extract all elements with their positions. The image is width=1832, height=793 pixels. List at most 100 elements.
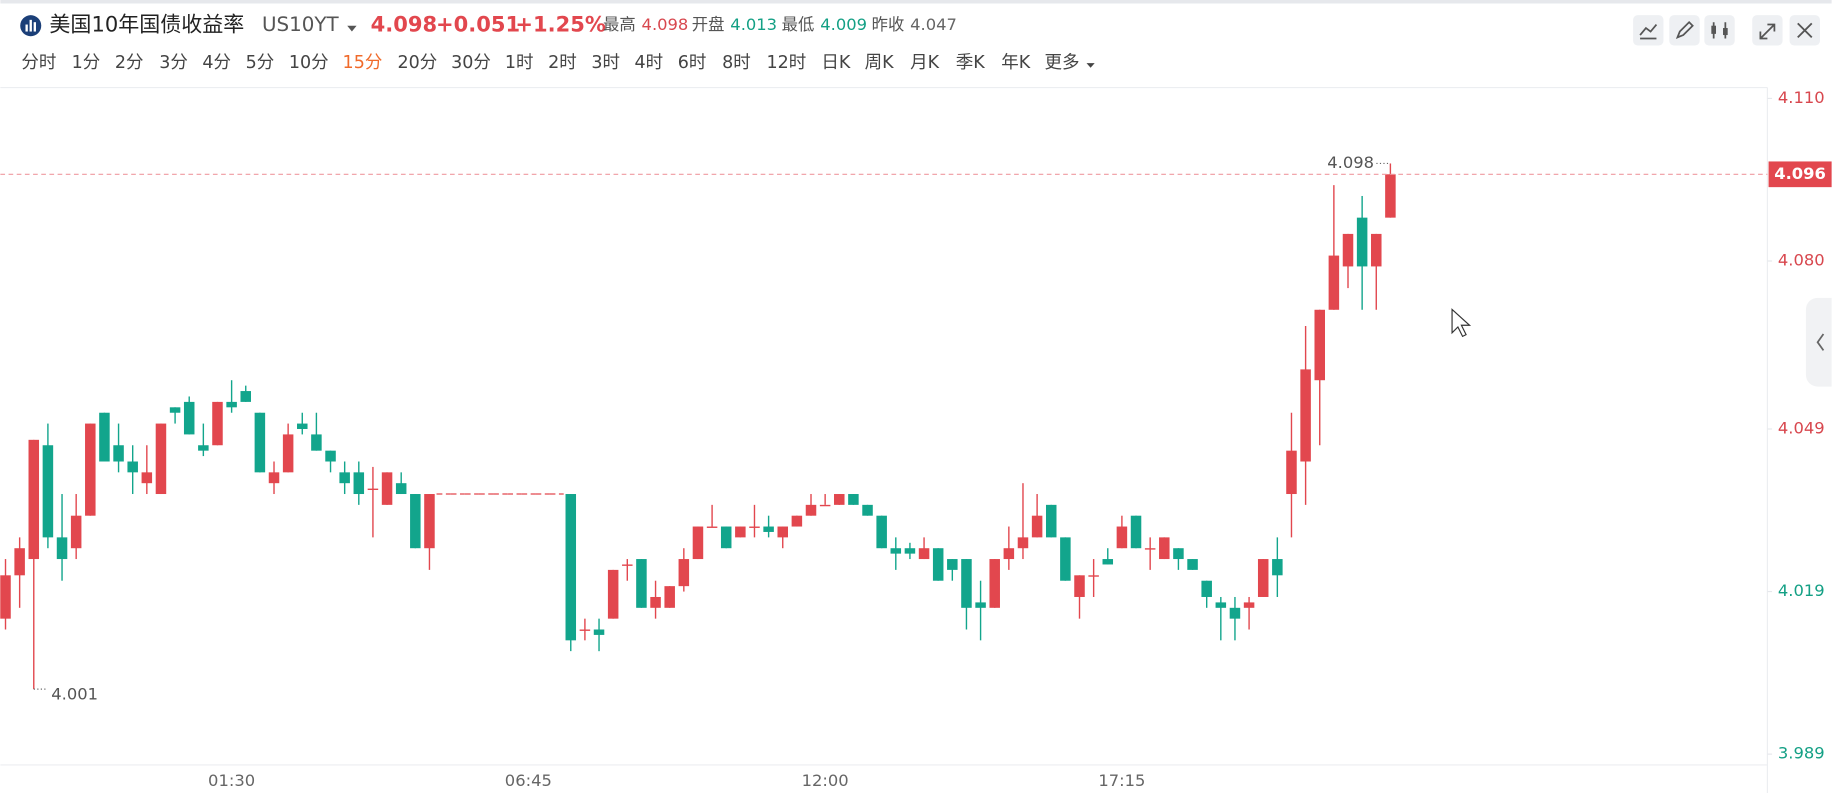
candle-body: [1187, 559, 1198, 570]
candle-body: [1144, 548, 1156, 550]
candle-body: [85, 423, 96, 516]
mouse-cursor: [1451, 308, 1472, 338]
candle-body: [395, 483, 407, 495]
candle-body: [1159, 537, 1170, 560]
period-tab[interactable]: 季K: [956, 53, 985, 73]
candle-body: [1060, 537, 1071, 581]
candle-body: [325, 450, 336, 462]
candle-body: [593, 629, 605, 635]
candle-body: [282, 434, 294, 473]
candle-body: [212, 401, 223, 446]
candle-body: [735, 526, 746, 538]
candle-body: [848, 494, 859, 505]
candle-body: [339, 472, 350, 484]
period-tab[interactable]: 15分: [343, 53, 383, 73]
side-tab[interactable]: [1805, 297, 1832, 387]
candle-body: [720, 526, 732, 549]
candle-body: [141, 472, 153, 484]
period-tab[interactable]: 2分: [115, 53, 144, 73]
tool-button[interactable]: [1669, 15, 1700, 46]
candle-body: [1272, 559, 1283, 576]
candle-body: [127, 461, 138, 473]
candle-body: [254, 412, 266, 473]
candle-body: [678, 559, 690, 587]
period-tab[interactable]: 3时: [591, 53, 620, 73]
candle-body: [692, 526, 704, 560]
last-price-box: [1768, 161, 1832, 188]
period-tab[interactable]: 8时: [722, 53, 751, 73]
last-price-label: 4.096: [1774, 164, 1826, 183]
period-tab[interactable]: 2时: [548, 53, 577, 73]
x-tick-label: 17:15: [1098, 771, 1145, 790]
candle-body: [805, 504, 817, 516]
period-tab[interactable]: 1分: [72, 53, 101, 73]
candle-body: [311, 434, 322, 451]
more-caret[interactable]: [1086, 63, 1095, 68]
candle-body: [381, 472, 393, 505]
period-tab[interactable]: 30分: [451, 53, 491, 73]
y-tick-label: 4.080: [1778, 251, 1825, 270]
candle-body: [169, 407, 181, 413]
symbol-code[interactable]: US10YT: [262, 13, 339, 36]
period-tab[interactable]: 20分: [397, 53, 437, 73]
candle-body: [664, 586, 675, 608]
candle-body: [70, 515, 82, 549]
candle-body: [607, 569, 619, 619]
candle-body: [947, 559, 958, 570]
candle-body: [862, 504, 873, 516]
tool-button[interactable]: [1704, 15, 1735, 46]
tool-icon: [1759, 23, 1776, 40]
candle-body: [636, 559, 647, 608]
candle-body: [1130, 515, 1142, 549]
candle-body: [1017, 537, 1029, 549]
candle-body: [989, 559, 1000, 608]
candle-body: [579, 629, 591, 631]
stat-value: 4.098: [642, 15, 689, 34]
period-tab[interactable]: 6时: [678, 53, 707, 73]
y-tick-label: 3.989: [1778, 744, 1825, 763]
period-tab[interactable]: 月K: [910, 53, 939, 73]
candle-body: [1385, 174, 1396, 218]
period-tab[interactable]: 更多: [1044, 53, 1079, 73]
candle-body: [749, 526, 760, 528]
candle-body: [155, 423, 167, 495]
period-tab[interactable]: 4分: [202, 53, 231, 73]
candle-body: [99, 412, 110, 462]
candle-body: [650, 596, 661, 608]
period-tab[interactable]: 周K: [865, 53, 894, 73]
candle-body: [777, 526, 788, 538]
period-tab[interactable]: 3分: [159, 53, 188, 73]
candle-body: [1201, 580, 1212, 597]
candle-body: [1173, 548, 1184, 560]
logo-bar: [33, 22, 36, 32]
period-tab[interactable]: 年K: [1001, 53, 1030, 73]
candle-body: [961, 559, 972, 608]
candle-body: [1328, 255, 1340, 310]
stat-label: 开盘: [692, 15, 725, 34]
period-tab[interactable]: 1时: [505, 53, 534, 73]
logo-bar: [25, 24, 28, 32]
period-tab[interactable]: 分时: [21, 53, 56, 73]
period-tab[interactable]: 4时: [635, 53, 664, 73]
tool-icon: [1723, 28, 1728, 36]
code-caret[interactable]: [347, 25, 357, 32]
stat-label: 最高: [603, 15, 636, 34]
candle-body: [876, 515, 887, 549]
candle-body: [918, 548, 930, 560]
candle-body: [1314, 309, 1325, 381]
stat-label: 昨收: [872, 15, 905, 34]
symbol-name: 美国10年国债收益率: [49, 12, 244, 37]
candle-body: [1342, 233, 1354, 267]
stat-value: 4.013: [730, 15, 777, 34]
tool-icon: [1797, 22, 1813, 39]
candle-body: [1074, 575, 1085, 597]
period-tab[interactable]: 日K: [821, 53, 850, 73]
candle-body: [1045, 504, 1057, 538]
candle-body: [834, 494, 845, 505]
period-tab[interactable]: 10分: [289, 53, 329, 73]
period-tab[interactable]: 12时: [767, 53, 807, 73]
top-border: [0, 0, 1832, 4]
period-tab[interactable]: 5分: [246, 53, 275, 73]
candle-body: [240, 391, 252, 402]
